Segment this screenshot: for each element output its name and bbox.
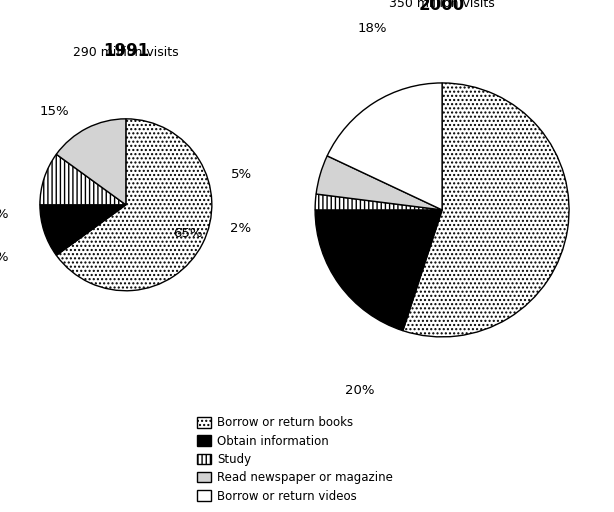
Text: 5%: 5% [230,168,252,181]
Wedge shape [56,119,212,291]
Wedge shape [315,210,442,331]
Title: 1991: 1991 [103,41,149,60]
Wedge shape [315,194,442,210]
Title: 2000: 2000 [419,0,465,13]
Text: 18%: 18% [357,22,387,35]
Text: 350 million visits: 350 million visits [389,0,495,10]
Text: 290 million visits: 290 million visits [73,46,179,59]
Text: 65%: 65% [173,227,203,240]
Legend: Borrow or return books, Obtain information, Study, Read newspaper or magazine, B: Borrow or return books, Obtain informati… [193,413,396,506]
Text: 10%: 10% [0,208,9,221]
Wedge shape [316,156,442,210]
Wedge shape [40,205,126,255]
Wedge shape [403,83,569,337]
Text: 10%: 10% [0,251,9,264]
Text: 15%: 15% [40,104,69,118]
Wedge shape [327,83,442,210]
Text: 2%: 2% [230,222,252,235]
Wedge shape [56,119,126,205]
Text: 20%: 20% [345,384,375,397]
Wedge shape [40,154,126,205]
